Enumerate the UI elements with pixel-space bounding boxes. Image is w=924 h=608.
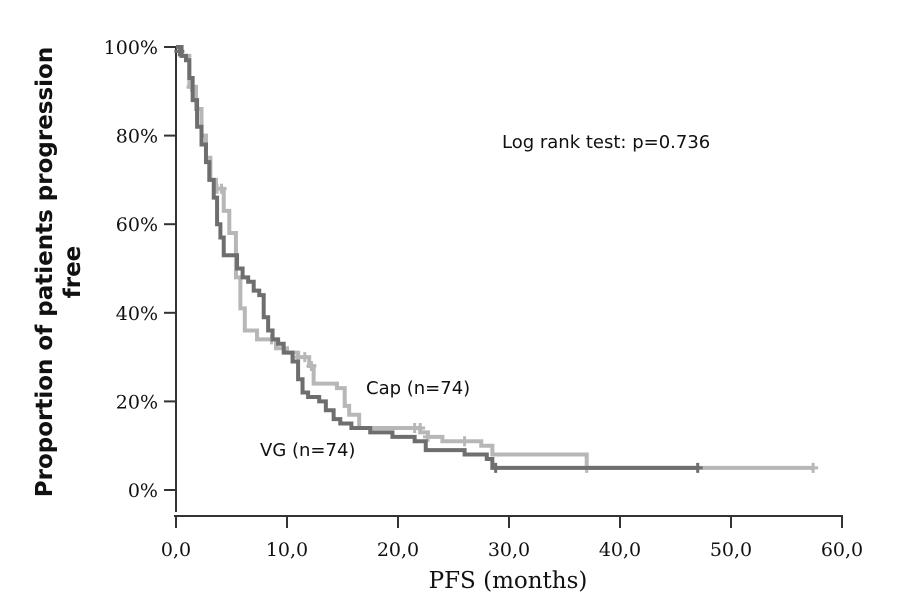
- series-lines: [174, 45, 819, 473]
- x-tick-label: 30,0: [488, 539, 530, 561]
- log-rank-annotation: Log rank test: p=0.736: [502, 132, 710, 153]
- cap-censor-mark: [216, 183, 227, 194]
- y-tick-label: 100%: [104, 37, 158, 59]
- vg-censor-mark: [692, 462, 703, 473]
- cap-censor-mark: [459, 436, 470, 447]
- vg-series-label: VG (n=74): [260, 440, 355, 461]
- y-ticks: 0% 20% 40% 60% 80% 100%: [104, 37, 176, 502]
- x-ticks: 0,0 10,0 20,0 30,0 40,0 50,0 60,0: [161, 516, 863, 561]
- y-tick-label: 40%: [116, 303, 158, 325]
- vg-censor-mark: [174, 46, 185, 57]
- y-tick-label: 20%: [116, 391, 158, 413]
- x-tick-label: 60,0: [821, 539, 863, 561]
- x-tick-label: 0,0: [161, 539, 191, 561]
- x-tick-label: 20,0: [377, 539, 419, 561]
- x-axis-title: PFS (months): [429, 568, 588, 594]
- vg-survival-line: [176, 45, 698, 470]
- x-tick-label: 10,0: [266, 539, 308, 561]
- y-tick-label: 60%: [116, 214, 158, 236]
- vg-censor-mark: [490, 462, 501, 473]
- x-tick-label: 40,0: [599, 539, 641, 561]
- y-tick-label: 0%: [128, 480, 158, 502]
- cap-series-label: Cap (n=74): [366, 378, 470, 399]
- cap-censor-mark: [306, 360, 317, 371]
- cap-survival-line: [176, 45, 814, 470]
- cap-censor-mark: [299, 352, 310, 363]
- x-tick-label: 50,0: [710, 539, 752, 561]
- cap-censor-mark: [808, 462, 819, 473]
- cap-censor-mark: [422, 431, 433, 442]
- y-axis-title-line1: Proportion of patients progression: [32, 47, 58, 497]
- cap-censor-mark: [415, 422, 426, 433]
- y-axis-title-line2: free: [60, 246, 86, 299]
- y-tick-label: 80%: [116, 126, 158, 148]
